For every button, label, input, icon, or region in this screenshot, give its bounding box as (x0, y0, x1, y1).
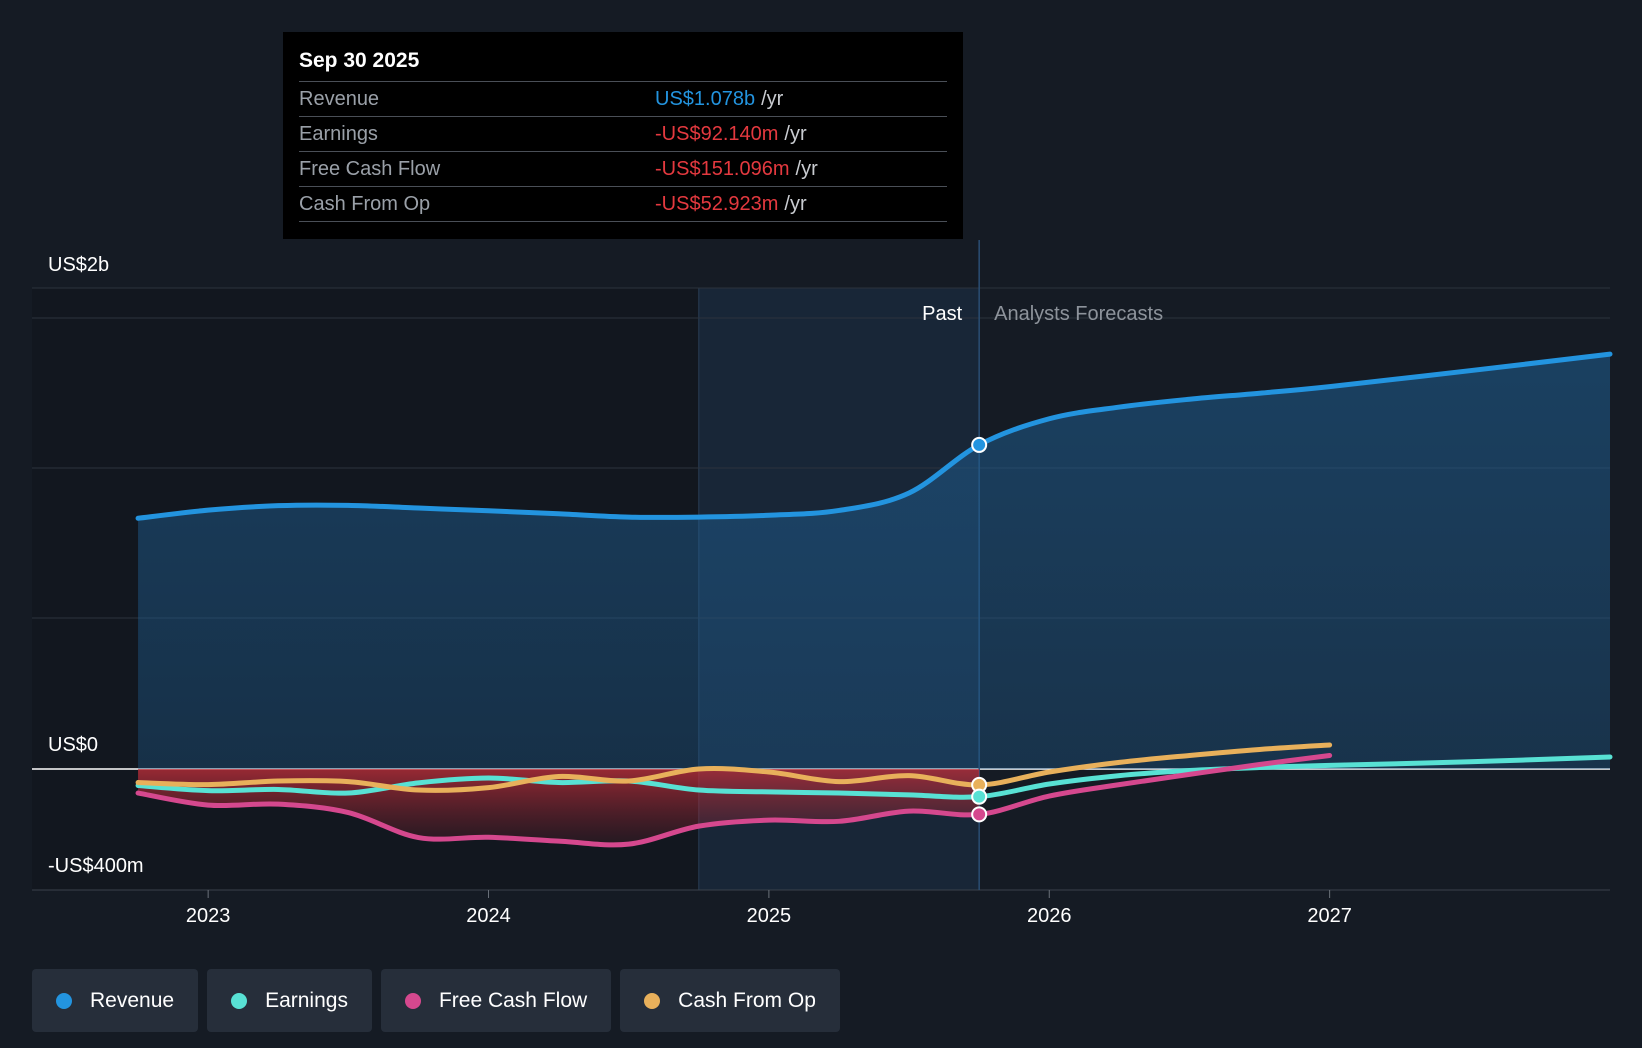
tooltip: Sep 30 2025 Revenue US$1.078b/yr Earnings -… (283, 32, 963, 239)
legend-item-revenue[interactable]: Revenue (32, 969, 199, 1032)
legend-label: Free Cash Flow (438, 988, 588, 1012)
earnings-marker (971, 788, 988, 805)
x-tick-label: 2023 (186, 905, 231, 927)
earnings-line (135, 754, 1613, 800)
legend-item-cash-from-op[interactable]: Cash From Op (620, 969, 840, 1032)
negative-area (138, 769, 980, 845)
tooltip-label: Free Cash Flow (299, 157, 441, 180)
tooltip-label: Revenue (299, 87, 380, 110)
tooltip-date: Sep 30 2025 (299, 49, 420, 72)
legend-label: Cash From Op (678, 988, 816, 1012)
tooltip-row-revenue: Revenue US$1.078b/yr (299, 81, 947, 116)
tooltip-value: -US$52.923m (655, 192, 779, 215)
legend-dot-icon (404, 992, 421, 1009)
cfo-line (135, 742, 1333, 793)
fcf-marker (971, 806, 988, 823)
legend-dot-icon (56, 992, 72, 1009)
legend-dot-icon (644, 992, 661, 1009)
y-axis-label: US$0 (48, 734, 98, 756)
tooltip-unit: /yr (761, 87, 784, 110)
tooltip-value: US$1.078b (655, 87, 756, 110)
legend-label: Revenue (90, 988, 175, 1012)
tooltip-value: -US$92.140m (655, 122, 779, 145)
legend-label: Earnings (265, 988, 348, 1012)
legend: Revenue Earnings Free Cash Flow Cash From O… (32, 969, 840, 1032)
forecast-label: Analysts Forecasts (994, 303, 1163, 325)
past-label: Past (922, 303, 962, 325)
x-tick-label: 2026 (1027, 905, 1072, 927)
tooltip-row-free-cash-flow: Free Cash Flow -US$151.096m/yr (299, 151, 947, 186)
legend-dot-icon (231, 992, 248, 1009)
tooltip-unit: /yr (795, 157, 818, 180)
tooltip-label: Cash From Op (299, 192, 431, 215)
tooltip-unit: /yr (784, 192, 807, 215)
revenue-area (138, 354, 1611, 769)
tooltip-label: Earnings (299, 122, 378, 145)
revenue-marker (971, 436, 988, 453)
y-axis-label: -US$400m (48, 855, 144, 877)
legend-item-earnings[interactable]: Earnings (207, 969, 372, 1032)
y-axis-label: US$2b (48, 254, 109, 276)
revenue-line (135, 351, 1613, 521)
x-tick-label: 2027 (1307, 905, 1352, 927)
x-tick-label: 2024 (466, 905, 511, 927)
fcf-line (135, 752, 1333, 848)
x-tick-label: 2025 (747, 905, 792, 927)
tooltip-row-earnings: Earnings -US$92.140m/yr (299, 116, 947, 151)
tooltip-unit: /yr (784, 122, 807, 145)
legend-item-free-cash-flow[interactable]: Free Cash Flow (380, 969, 612, 1032)
tooltip-value: -US$151.096m (655, 157, 790, 180)
tooltip-row-cash-from-op: Cash From Op -US$52.923m/yr (299, 186, 947, 222)
